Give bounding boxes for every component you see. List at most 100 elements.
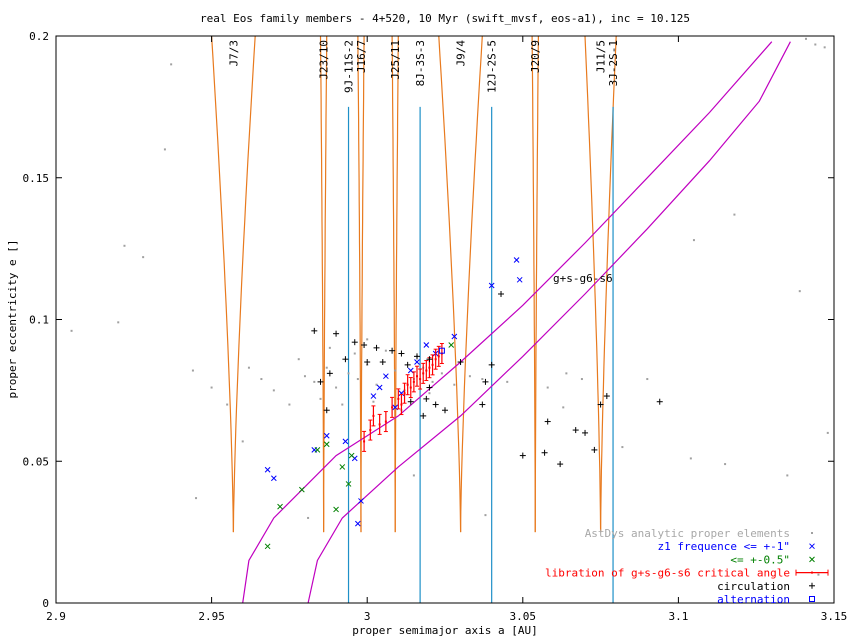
data-point (498, 290, 505, 297)
resonance-label: J20/9 (529, 40, 542, 73)
resonance-border-left (319, 36, 325, 533)
x-tick-label: 2.9 (46, 610, 66, 623)
data-point (541, 449, 548, 456)
resonance-label: J25/11 (389, 40, 402, 80)
x-tick-label: 3.15 (821, 610, 848, 623)
data-point (356, 378, 359, 381)
data-point (814, 43, 817, 46)
data-point (364, 359, 371, 366)
data-point (351, 339, 358, 346)
data-point (424, 360, 429, 382)
data-point (513, 257, 520, 263)
data-point (260, 378, 263, 381)
resonance-border-right (360, 36, 365, 533)
legend-marker (809, 596, 815, 602)
data-point (370, 393, 377, 399)
data-point (426, 384, 433, 391)
resonance-border-left (211, 36, 234, 533)
data-point (123, 244, 126, 247)
data-point (170, 63, 173, 66)
data-point (70, 329, 73, 332)
data-point (328, 346, 331, 349)
data-point (376, 384, 383, 391)
data-point (479, 401, 486, 408)
data-point (375, 383, 378, 386)
data-point (314, 447, 321, 453)
data-point (519, 452, 526, 459)
data-point (481, 378, 484, 381)
y-tick-label: 0.15 (23, 172, 50, 185)
data-point (823, 46, 826, 49)
data-point (288, 403, 291, 406)
x-tick-label: 3.1 (668, 610, 688, 623)
data-point (323, 407, 330, 414)
y-tick-label: 0.05 (23, 455, 50, 468)
data-point (482, 378, 489, 385)
data-point (423, 395, 430, 402)
data-point (372, 400, 375, 403)
data-point (428, 392, 431, 395)
data-point (326, 370, 333, 377)
data-point (436, 345, 441, 367)
data-point (423, 342, 430, 348)
data-point (396, 388, 401, 410)
data-point (377, 413, 382, 435)
resonance-border-left (531, 36, 536, 533)
secular-resonance-upper-branch (242, 41, 773, 603)
resonance-border-left (438, 36, 462, 533)
plot-frame (55, 35, 835, 604)
x-tick-label: 3 (364, 610, 371, 623)
resonance-label: J16/7 (355, 40, 368, 73)
data-point (421, 362, 426, 384)
data-point (323, 441, 330, 448)
resonance-label: J7/3 (227, 40, 240, 67)
data-point (366, 338, 369, 341)
data-point (297, 358, 300, 361)
data-point (298, 486, 305, 493)
data-point (319, 397, 322, 400)
data-point (506, 380, 509, 383)
data-point (241, 440, 244, 443)
data-point (407, 398, 414, 405)
data-point (264, 466, 271, 473)
secular-resonance-lower-branch (307, 41, 791, 603)
data-point (379, 359, 386, 366)
resonance-label: 3J-2S-1 (607, 40, 620, 86)
data-point (398, 350, 405, 357)
data-point (210, 386, 213, 389)
resonance-border-right (534, 36, 539, 533)
data-point (348, 452, 355, 459)
data-point (488, 282, 495, 289)
data-point (368, 419, 373, 441)
legend-marker (809, 543, 815, 550)
data-point (453, 383, 456, 386)
data-point (307, 516, 310, 519)
data-point (412, 474, 415, 477)
data-point (646, 378, 649, 381)
data-point (371, 405, 376, 427)
data-point (191, 369, 194, 372)
data-point (457, 359, 464, 366)
data-point (411, 371, 416, 393)
data-point (195, 497, 198, 500)
data-point (333, 506, 339, 513)
data-point (488, 361, 495, 368)
data-point (341, 403, 344, 406)
x-tick-label: 2.95 (198, 610, 225, 623)
y-axis-label: proper eccentricity e [] (6, 240, 19, 399)
data-point (277, 503, 283, 510)
resonance-border-right (460, 36, 483, 533)
data-point (546, 386, 549, 389)
data-point (358, 498, 364, 504)
data-point (591, 446, 598, 453)
data-point (373, 344, 380, 351)
data-point (361, 342, 368, 349)
resonance-border-right (232, 36, 256, 533)
data-point (311, 327, 318, 334)
data-point (163, 148, 166, 151)
data-point (468, 375, 471, 378)
legend-label: z1 frequence <= +-1" (658, 540, 790, 553)
data-point (342, 356, 349, 363)
legend-label: <= +-0.5" (730, 553, 790, 566)
